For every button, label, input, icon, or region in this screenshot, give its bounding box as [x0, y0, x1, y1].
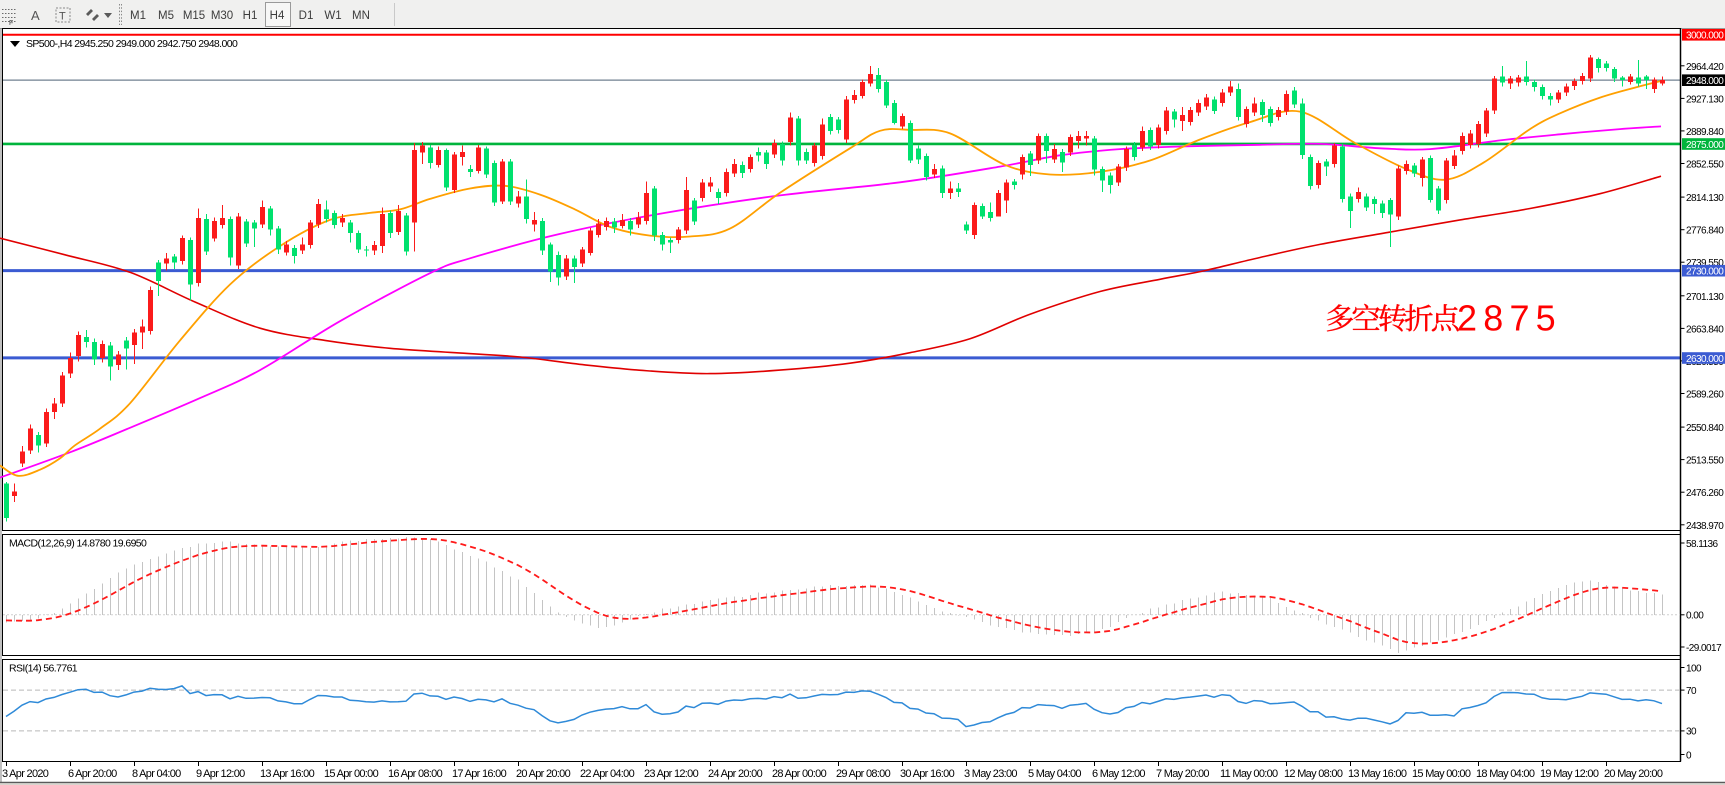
svg-text:2814.130: 2814.130 [1686, 193, 1724, 204]
svg-text:0.00: 0.00 [1686, 611, 1704, 622]
svg-text:F: F [9, 20, 13, 27]
svg-text:2927.130: 2927.130 [1686, 94, 1724, 105]
svg-text:MACD(12,26,9) 14.8780 19.6950: MACD(12,26,9) 14.8780 19.6950 [9, 538, 147, 550]
svg-text:2476.260: 2476.260 [1686, 488, 1724, 499]
svg-text:17 Apr 16:00: 17 Apr 16:00 [452, 768, 507, 780]
svg-text:70: 70 [1686, 686, 1697, 697]
svg-text:2875.000: 2875.000 [1686, 140, 1724, 151]
svg-text:2964.420: 2964.420 [1686, 62, 1724, 73]
svg-text:9 Apr 12:00: 9 Apr 12:00 [196, 768, 245, 780]
svg-text:30: 30 [1686, 727, 1697, 738]
svg-text:13 Apr 16:00: 13 Apr 16:00 [260, 768, 315, 780]
svg-text:15 Apr 00:00: 15 Apr 00:00 [324, 768, 379, 780]
svg-text:8 Apr 04:00: 8 Apr 04:00 [132, 768, 181, 780]
svg-text:11 May 00:00: 11 May 00:00 [1220, 768, 1278, 780]
svg-text:58.1136: 58.1136 [1686, 539, 1719, 550]
svg-text:H1: H1 [243, 10, 258, 22]
svg-text:15 May 00:00: 15 May 00:00 [1412, 768, 1471, 780]
svg-text:22 Apr 04:00: 22 Apr 04:00 [580, 768, 635, 780]
svg-text:19 May 12:00: 19 May 12:00 [1540, 768, 1599, 780]
svg-text:2701.130: 2701.130 [1686, 292, 1724, 303]
svg-text:6 May 12:00: 6 May 12:00 [1092, 768, 1145, 780]
svg-text:2630.000: 2630.000 [1686, 354, 1724, 365]
svg-text:20 May 20:00: 20 May 20:00 [1604, 768, 1663, 780]
svg-text:MN: MN [352, 10, 370, 22]
svg-text:30 Apr 16:00: 30 Apr 16:00 [900, 768, 955, 780]
svg-text:20 Apr 20:00: 20 Apr 20:00 [516, 768, 571, 780]
svg-text:A: A [31, 8, 40, 23]
svg-text:2875: 2875 [1457, 298, 1562, 339]
svg-text:M5: M5 [158, 10, 174, 22]
svg-text:2730.000: 2730.000 [1686, 267, 1724, 278]
svg-text:3000.000: 3000.000 [1686, 31, 1724, 42]
svg-text:6 Apr 20:00: 6 Apr 20:00 [68, 768, 117, 780]
svg-text:29 Apr 08:00: 29 Apr 08:00 [836, 768, 891, 780]
svg-text:28 Apr 00:00: 28 Apr 00:00 [772, 768, 827, 780]
svg-text:2948.000: 2948.000 [1686, 76, 1724, 87]
svg-text:16 Apr 08:00: 16 Apr 08:00 [388, 768, 443, 780]
svg-text:7 May 20:00: 7 May 20:00 [1156, 768, 1209, 780]
svg-text:2739.550: 2739.550 [1686, 258, 1724, 269]
svg-text:5 May 04:00: 5 May 04:00 [1028, 768, 1081, 780]
svg-text:M15: M15 [183, 10, 205, 22]
svg-text:3 May 23:00: 3 May 23:00 [964, 768, 1017, 780]
svg-text:13 May 16:00: 13 May 16:00 [1348, 768, 1407, 780]
svg-text:D1: D1 [299, 10, 314, 22]
svg-text:H4: H4 [270, 10, 285, 22]
svg-text:T: T [59, 11, 66, 23]
svg-text:12 May 08:00: 12 May 08:00 [1284, 768, 1343, 780]
svg-text:18 May 04:00: 18 May 04:00 [1476, 768, 1535, 780]
svg-text:M30: M30 [211, 10, 233, 22]
svg-text:100: 100 [1686, 663, 1702, 674]
svg-text:RSI(14) 56.7761: RSI(14) 56.7761 [9, 663, 78, 675]
svg-text:2663.840: 2663.840 [1686, 324, 1724, 335]
svg-text:2852.550: 2852.550 [1686, 160, 1724, 171]
svg-text:2550.840: 2550.840 [1686, 423, 1724, 434]
svg-text:W1: W1 [324, 10, 341, 22]
svg-text:2589.260: 2589.260 [1686, 390, 1724, 401]
svg-text:24 Apr 20:00: 24 Apr 20:00 [708, 768, 763, 780]
svg-text:2513.550: 2513.550 [1686, 456, 1724, 467]
svg-text:0: 0 [1686, 750, 1692, 761]
svg-text:M1: M1 [130, 10, 146, 22]
svg-text:2776.840: 2776.840 [1686, 226, 1724, 237]
svg-text:3 Apr 2020: 3 Apr 2020 [2, 768, 49, 780]
svg-text:23 Apr 12:00: 23 Apr 12:00 [644, 768, 699, 780]
svg-text:-29.0017: -29.0017 [1686, 643, 1722, 654]
svg-text:2889.840: 2889.840 [1686, 127, 1724, 138]
svg-text:2438.970: 2438.970 [1686, 521, 1724, 532]
svg-text:SP500-,H4 2945.250 2949.000 2: SP500-,H4 2945.250 2949.000 2942.750 294… [26, 38, 238, 50]
